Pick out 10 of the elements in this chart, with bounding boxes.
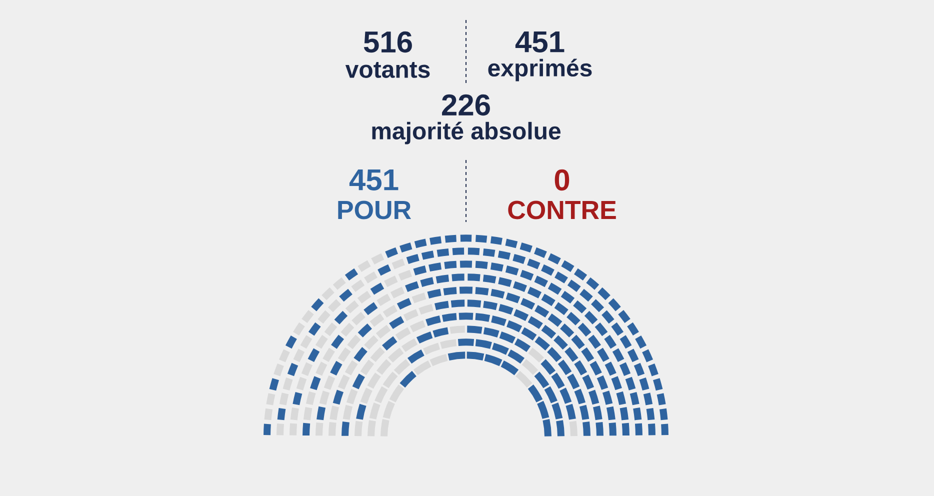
data-label: 0 <box>554 169 570 191</box>
text: votants <box>345 62 430 78</box>
category-label: CONTRE <box>508 200 616 220</box>
text: majorité absolue <box>372 122 561 144</box>
text: 226 <box>442 94 490 116</box>
text: 516 <box>364 31 412 53</box>
text: 451 <box>515 32 564 52</box>
category-label: POUR <box>338 200 412 220</box>
text: exprimés <box>488 58 592 82</box>
data-label: 451 <box>349 170 398 190</box>
